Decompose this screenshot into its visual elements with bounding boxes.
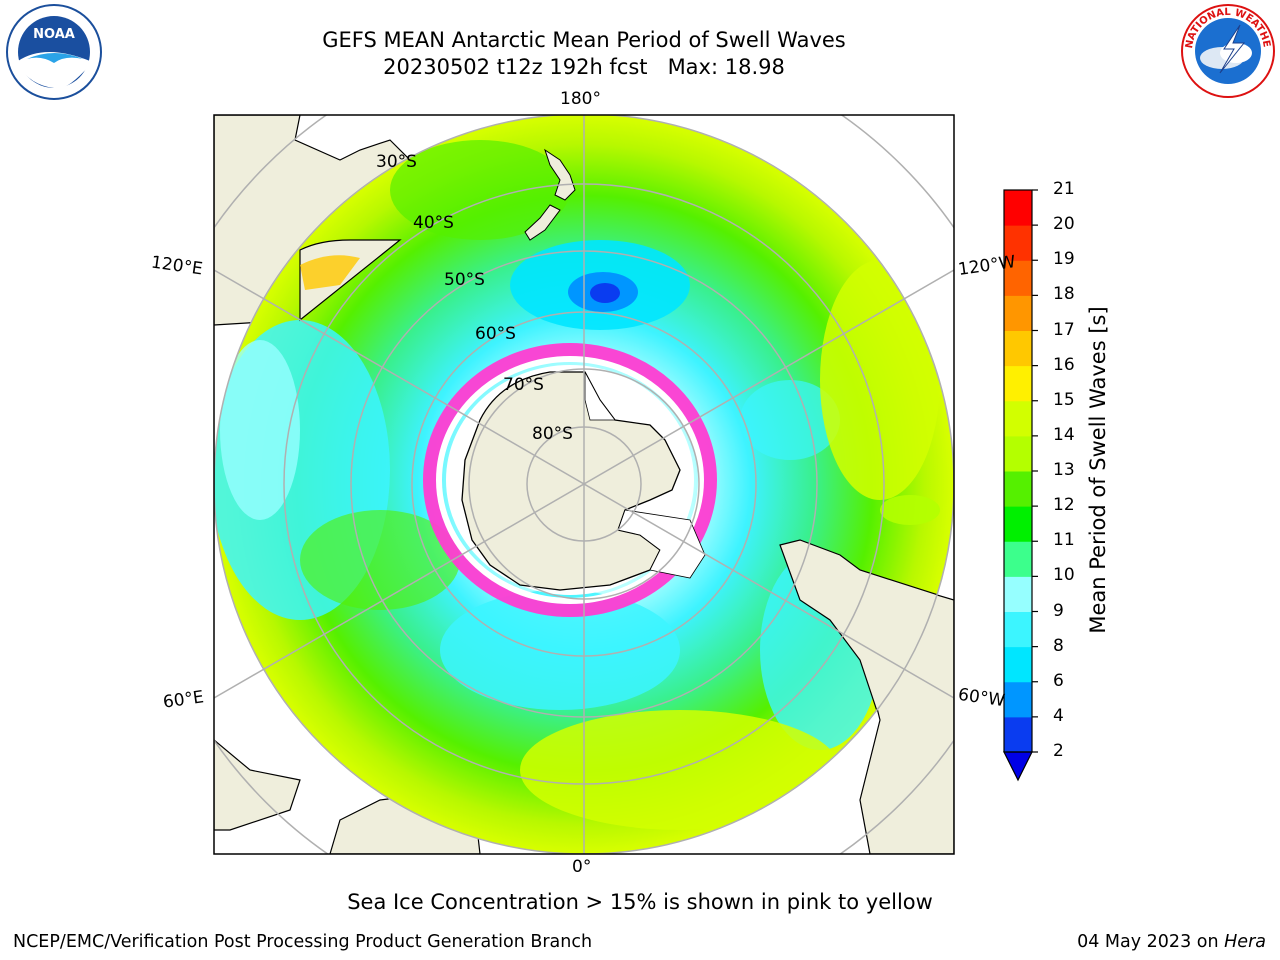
colorbar	[1003, 189, 1038, 782]
colorbar-tick-label: 17	[1053, 319, 1075, 340]
colorbar-swatch	[1004, 506, 1032, 542]
colorbar-label: Mean Period of Swell Waves [s]	[1086, 306, 1110, 634]
lat-label-70s: 70°S	[503, 375, 544, 395]
new-zealand-land	[524, 148, 576, 241]
lat-label-80s: 80°S	[532, 424, 573, 444]
colorbar-swatch	[1004, 681, 1032, 718]
footer-machine: Hera	[1224, 932, 1266, 952]
colorbar-swatch	[1004, 260, 1032, 296]
noaa-logo-text: NOAA	[33, 27, 75, 42]
colorbar-swatch	[1004, 471, 1032, 507]
colorbar-swatch	[1004, 190, 1032, 226]
colorbar-tick-label: 15	[1053, 389, 1075, 410]
lon-label-0: 0°	[572, 857, 592, 877]
colorbar-tick-label: 2	[1053, 741, 1064, 761]
colorbar-tick-label: 10	[1053, 565, 1075, 586]
colorbar-tick-label: 19	[1053, 249, 1075, 270]
africa-land	[214, 739, 301, 831]
colorbar-tick-label: 20	[1053, 214, 1075, 235]
colorbar-tick-label: 4	[1053, 705, 1064, 726]
colorbar-tick-label: 14	[1053, 424, 1075, 445]
colorbar-tick-label: 16	[1053, 354, 1075, 375]
colorbar-swatch	[1004, 400, 1032, 437]
lat-label-50s: 50°S	[444, 270, 485, 290]
footer-credit: NCEP/EMC/Verification Post Processing Pr…	[13, 932, 593, 952]
colorbar-tick-label: 6	[1053, 670, 1064, 691]
map-title: GEFS MEAN Antarctic Mean Period of Swell…	[322, 28, 846, 52]
lat-label-60s: 60°S	[475, 324, 516, 344]
graticule	[214, 115, 954, 854]
sea-ice-note: Sea Ice Concentration > 15% is shown in …	[347, 890, 933, 914]
nws-logo: NATIONAL WEATHER SERVICE	[1180, 3, 1275, 98]
lat-label-30s: 30°S	[376, 152, 417, 172]
colorbar-swatch	[1004, 611, 1032, 648]
colorbar-tick-label: 18	[1053, 284, 1075, 305]
colorbar-tick-label: 21	[1053, 179, 1075, 199]
colorbar-swatch	[1004, 541, 1032, 577]
colorbar-swatch	[1004, 716, 1032, 753]
colorbar-swatch	[1004, 435, 1032, 472]
map-subtitle: 20230502 t12z 192h fcst Max: 18.98	[383, 55, 785, 79]
colorbar-under-arrow	[1003, 751, 1033, 782]
colorbar-tick-label: 12	[1053, 495, 1075, 516]
colorbar-swatch	[1004, 330, 1032, 367]
map-frame	[213, 114, 955, 855]
colorbar-swatch	[1004, 225, 1032, 261]
footer-date-text: 04 May 2023 on	[1077, 932, 1225, 952]
lat-label-40s: 40°S	[413, 213, 454, 233]
colorbar-tick-label: 11	[1053, 530, 1075, 551]
colorbar-swatch	[1004, 365, 1032, 402]
antarctica-land	[461, 371, 681, 591]
colorbar-swatch	[1004, 576, 1032, 612]
colorbar-swatch	[1004, 646, 1032, 683]
colorbar-tick-label: 9	[1053, 600, 1064, 621]
noaa-logo: NOAA	[6, 4, 102, 100]
lon-label-180: 180°	[560, 89, 601, 109]
colorbar-swatch	[1004, 295, 1032, 331]
colorbar-tick-label: 8	[1053, 635, 1064, 656]
colorbar-tick-label: 13	[1053, 460, 1075, 480]
footer-date: 04 May 2023 on Hera	[1077, 932, 1266, 952]
